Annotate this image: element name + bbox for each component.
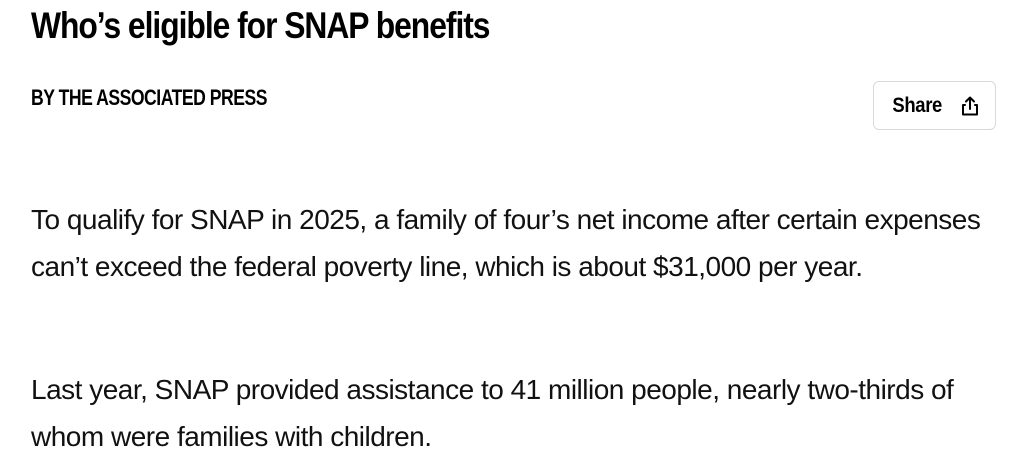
article-paragraph: Last year, SNAP provided assistance to 4… — [31, 374, 954, 452]
share-button-label: Share — [892, 93, 943, 117]
share-button[interactable]: Share — [873, 81, 996, 130]
article-paragraph: To qualify for SNAP in 2025, a family of… — [31, 204, 981, 282]
byline: BY THE ASSOCIATED PRESS — [31, 85, 268, 110]
headline: Who’s eligible for SNAP benefits — [31, 5, 491, 46]
share-icon — [960, 95, 980, 117]
